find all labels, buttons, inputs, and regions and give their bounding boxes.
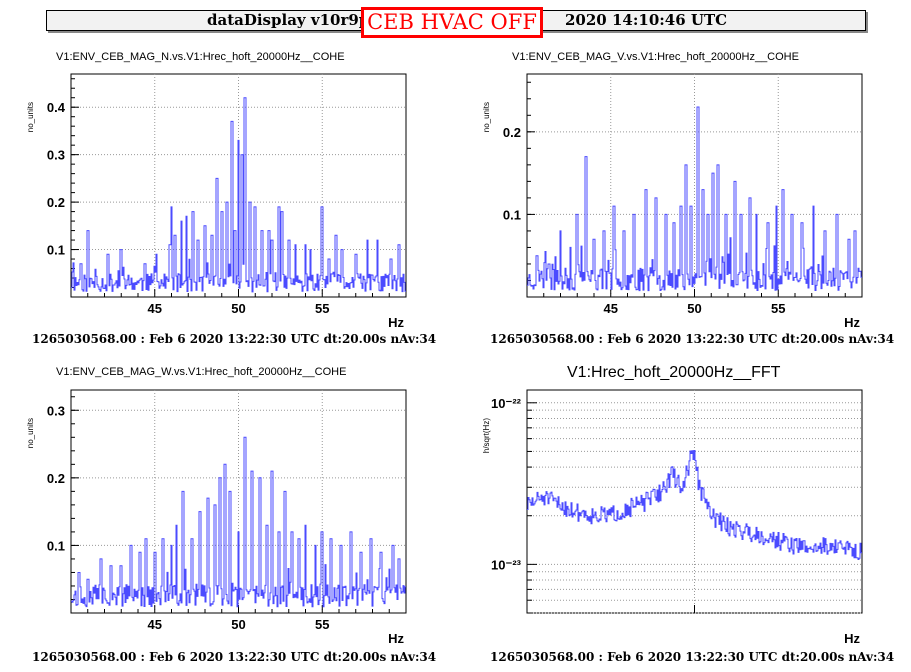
chart-footer: 1265030568.00 : Feb 6 2020 13:22:30 UTC … [32, 650, 436, 664]
chart-panel-4: V1:Hrec_hoft_20000Hz__FFT h/sqrt(Hz) Hz 10⁻… [482, 364, 894, 664]
y-tick-label: 0.1 [503, 207, 521, 222]
chart-title: V1:Hrec_hoft_20000Hz__FFT [567, 364, 781, 381]
y-axis-label: no_units [482, 102, 491, 132]
timestamp-label: 2020 14:10:46 UTC [565, 11, 728, 29]
x-tick-label: 50 [687, 301, 701, 316]
x-axis-label: Hz [388, 631, 404, 646]
y-tick-label: 0.1 [47, 243, 65, 258]
x-axis-label: Hz [388, 315, 404, 330]
y-tick-label: 0.4 [47, 100, 66, 115]
x-tick-label: 55 [771, 301, 785, 316]
x-tick-label: 45 [148, 617, 162, 632]
y-tick-label: 0.2 [503, 125, 521, 140]
y-axis-label: no_units [26, 102, 35, 132]
x-tick-label: 55 [315, 301, 329, 316]
x-tick-label: 50 [231, 617, 245, 632]
app-title: dataDisplay v10r9p2 : [207, 11, 391, 29]
x-tick-label: 45 [604, 301, 618, 316]
chart-panel-2: V1:ENV_CEB_MAG_V.vs.V1:Hrec_hoft_20000Hz… [482, 51, 894, 346]
y-axis-label: h/sqrt(Hz) [482, 418, 491, 453]
y-tick-label: 10⁻²³ [491, 557, 522, 572]
x-axis-label: Hz [844, 631, 860, 646]
chart-title: V1:ENV_CEB_MAG_N.vs.V1:Hrec_hoft_20000Hz… [56, 51, 345, 63]
hvac-status-banner: CEB HVAC OFF [361, 7, 543, 38]
series-trace [527, 106, 862, 292]
series-trace [527, 450, 862, 560]
chart-panel-3: V1:ENV_CEB_MAG_W.vs.V1:Hrec_hoft_20000Hz… [26, 366, 436, 664]
y-axis-label: no_units [26, 418, 35, 448]
x-axis-label: Hz [844, 315, 860, 330]
series-trace [71, 97, 406, 293]
y-tick-label: 0.1 [47, 538, 65, 553]
chart-title: V1:ENV_CEB_MAG_W.vs.V1:Hrec_hoft_20000Hz… [56, 366, 346, 378]
y-tick-label: 0.3 [47, 148, 65, 163]
x-tick-label: 50 [231, 301, 245, 316]
chart-panel-1: V1:ENV_CEB_MAG_N.vs.V1:Hrec_hoft_20000Hz… [26, 51, 436, 346]
y-tick-label: 0.3 [47, 403, 65, 418]
series-trace [71, 436, 406, 608]
chart-footer: 1265030568.00 : Feb 6 2020 13:22:30 UTC … [490, 650, 894, 664]
chart-title: V1:ENV_CEB_MAG_V.vs.V1:Hrec_hoft_20000Hz… [512, 51, 799, 63]
y-tick-label: 0.2 [47, 195, 65, 210]
y-tick-label: 0.2 [47, 471, 65, 486]
chart-footer: 1265030568.00 : Feb 6 2020 13:22:30 UTC … [490, 332, 894, 346]
chart-footer: 1265030568.00 : Feb 6 2020 13:22:30 UTC … [32, 332, 436, 346]
x-tick-label: 55 [315, 617, 329, 632]
y-tick-label: 10⁻²² [491, 396, 522, 411]
x-tick-label: 45 [148, 301, 162, 316]
